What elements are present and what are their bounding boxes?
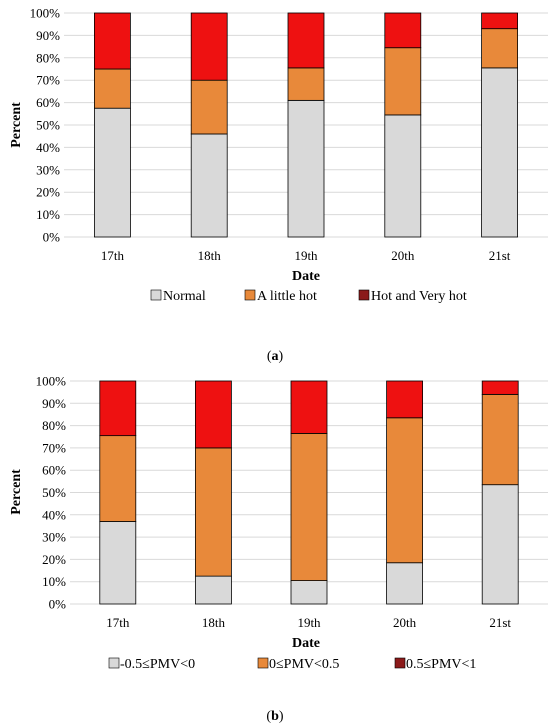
legend-swatch-pmv-high (394, 657, 406, 669)
bar-segment (287, 12, 325, 69)
bar-segment (384, 114, 422, 238)
bar-segment (386, 562, 424, 605)
chart-b-plot: 0% 10% 20% 30% 40% 50% 60% 70% 80% 90% 100% 17th 18t… (36, 374, 548, 630)
legend-label-pmv-high: 0.5≤PMV<1 (406, 657, 476, 672)
x-tick-label: 21st (489, 615, 511, 630)
bar-segment (287, 99, 325, 238)
bar-segment (481, 28, 519, 69)
legend-label-a-little-hot: A little hot (257, 289, 317, 304)
y-tick-label: 50% (42, 485, 66, 500)
x-tick-label: 19th (297, 615, 321, 630)
bar-segment (190, 79, 228, 135)
legend-label-pmv-neg: -0.5≤PMV<0 (120, 657, 195, 672)
y-tick-label: 10% (36, 207, 60, 222)
y-tick-label: 70% (36, 73, 60, 88)
y-tick-label: 0% (43, 230, 61, 245)
y-tick-label: 20% (36, 185, 60, 200)
legend-swatch-normal (150, 289, 162, 301)
bar-segment (99, 435, 137, 522)
y-tick-label: 80% (42, 418, 66, 433)
y-tick-label: 40% (42, 507, 66, 522)
legend-label-normal: Normal (163, 289, 206, 304)
x-tick-label: 17th (101, 248, 125, 263)
bar-segment (99, 380, 137, 437)
y-tick-label: 90% (42, 396, 66, 411)
bar-segment (481, 67, 519, 238)
y-tick-label: 100% (30, 6, 61, 21)
bar-segment (481, 380, 519, 395)
y-tick-label: 20% (42, 552, 66, 567)
chart-a-legend: Normal A little hot Hot and Very hot (150, 289, 467, 304)
x-tick-label: 18th (202, 615, 226, 630)
bar-segment (94, 107, 131, 238)
bar-segment (94, 12, 131, 70)
chart-b: 0% 10% 20% 30% 40% 50% 60% 70% 80% 90% 100% 17th 18t… (9, 374, 548, 724)
x-tick-label: 20th (391, 248, 415, 263)
y-tick-label: 30% (36, 162, 60, 177)
legend-swatch-hot-very-hot (358, 289, 370, 301)
y-tick-label: 50% (36, 118, 60, 133)
bar-segment (384, 47, 422, 116)
bar-segment (190, 133, 228, 238)
chart-b-ylabel: Percent (9, 469, 24, 515)
y-tick-label: 60% (42, 463, 66, 478)
bar-segment (290, 380, 328, 434)
bar-segment (481, 393, 519, 486)
bar-segment (99, 521, 137, 605)
bar-segment (386, 380, 424, 419)
y-tick-label: 10% (42, 574, 66, 589)
chart-a: 0% 10% 20% 30% 40% 50% 60% 70% 80% 90% 100% 17th 18t… (9, 6, 548, 364)
y-tick-label: 30% (42, 530, 66, 545)
x-tick-label: 18th (198, 248, 222, 263)
legend-swatch-a-little-hot (244, 289, 256, 301)
y-tick-label: 100% (36, 374, 67, 389)
bar-segment (290, 580, 328, 605)
bar-segment (94, 68, 131, 109)
legend-swatch-pmv-low (257, 657, 269, 669)
x-tick-label: 21st (489, 248, 511, 263)
bar-segment (194, 380, 232, 449)
x-tick-label: 19th (294, 248, 318, 263)
bar-segment (386, 417, 424, 564)
bar-segment (194, 575, 232, 605)
y-tick-label: 0% (49, 597, 67, 612)
legend-label-hot-very-hot: Hot and Very hot (371, 289, 467, 304)
chart-a-caption: (a) (267, 349, 284, 364)
y-tick-label: 40% (36, 140, 60, 155)
chart-a-xlabel: Date (292, 269, 320, 284)
bar-segment (290, 433, 328, 581)
x-tick-label: 20th (393, 615, 417, 630)
bar-segment (481, 484, 519, 605)
chart-a-ylabel: Percent (9, 102, 24, 148)
bar-segment (194, 447, 232, 577)
y-tick-label: 90% (36, 28, 60, 43)
x-tick-label: 17th (106, 615, 130, 630)
legend-label-pmv-low: 0≤PMV<0.5 (269, 657, 339, 672)
y-tick-label: 70% (42, 440, 66, 455)
y-tick-label: 60% (36, 95, 60, 110)
y-tick-label: 80% (36, 50, 60, 65)
chart-b-legend: -0.5≤PMV<0 0≤PMV<0.5 0.5≤PMV<1 (108, 657, 476, 672)
chart-b-xlabel: Date (292, 636, 320, 651)
bar-segment (481, 12, 519, 30)
chart-b-caption: (b) (266, 709, 283, 724)
bar-segment (190, 12, 228, 81)
legend-swatch-pmv-neg (108, 657, 120, 669)
chart-a-plot: 0% 10% 20% 30% 40% 50% 60% 70% 80% 90% 100% 17th 18t… (30, 6, 548, 263)
bar-segment (384, 12, 422, 49)
bar-segment (287, 67, 325, 101)
